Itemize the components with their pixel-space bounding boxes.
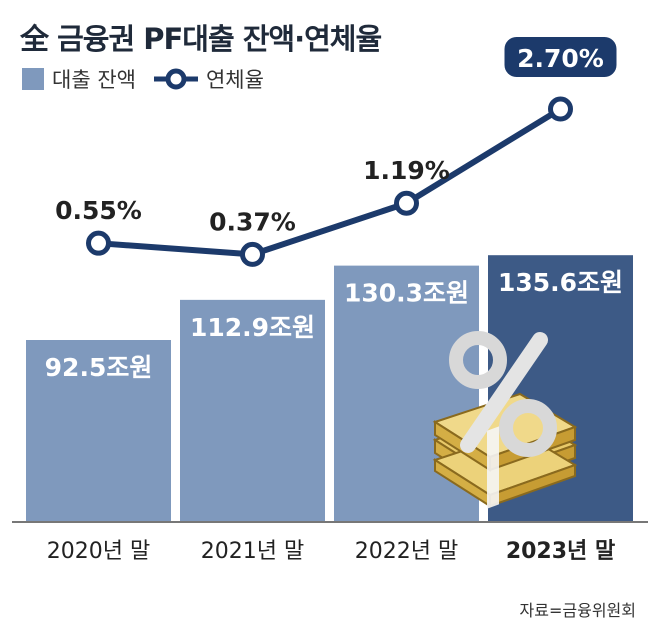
x-tick-label: 2021년 말 xyxy=(201,539,304,564)
legend-bar-swatch xyxy=(22,68,44,90)
legend: 대출 잔액 연체율 xyxy=(22,62,264,96)
legend-line-label: 연체율 xyxy=(205,68,264,92)
bar-value-label: 92.5조원 xyxy=(45,353,153,382)
bar-value-label: 135.6조원 xyxy=(498,268,623,297)
bar-value-label: 112.9조원 xyxy=(190,313,315,342)
money-percent-illustration xyxy=(432,331,578,509)
rate-point xyxy=(86,230,111,256)
x-tick-label: 2022년 말 xyxy=(355,539,458,564)
rate-callout xyxy=(504,37,617,78)
rate-line xyxy=(98,106,563,258)
legend-bar-label: 대출 잔액 xyxy=(52,68,136,92)
bar-value-label: 130.3조원 xyxy=(344,279,469,308)
rate-point xyxy=(394,190,419,216)
rate-label: 2.70% xyxy=(517,44,604,73)
rate-point xyxy=(240,241,265,267)
x-tick-label: 2023년 말 xyxy=(506,539,615,564)
bar-2 xyxy=(180,299,325,522)
bar-1 xyxy=(26,340,171,522)
chart-title: 全 금융권 PF대출 잔액·연체율 xyxy=(20,22,382,56)
x-tick-label: 2020년 말 xyxy=(47,539,150,564)
rate-label: 0.55% xyxy=(55,196,142,225)
rate-label: 0.37% xyxy=(209,207,296,236)
source-note: 자료=금융위원회 xyxy=(519,601,636,620)
chart-area: 92.5조원 112.9조원 130.3조원 135.6조원 2020년 말 2021년… xyxy=(12,37,648,564)
rate-label: 1.19% xyxy=(363,156,450,185)
rate-point xyxy=(548,96,573,122)
legend-line-swatch xyxy=(153,68,198,90)
